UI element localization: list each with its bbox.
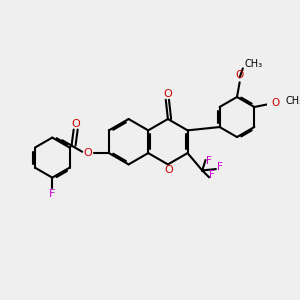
Text: O: O	[71, 119, 80, 129]
Text: F: F	[218, 162, 224, 172]
Text: O: O	[163, 89, 172, 99]
Text: O: O	[236, 70, 244, 80]
Text: F: F	[49, 190, 56, 200]
Text: O: O	[165, 165, 174, 175]
Text: O: O	[83, 148, 92, 158]
Text: F: F	[206, 156, 212, 166]
Text: CH₃: CH₃	[285, 96, 300, 106]
Text: F: F	[209, 170, 215, 180]
Text: CH₃: CH₃	[244, 59, 262, 69]
Text: O: O	[271, 98, 279, 108]
